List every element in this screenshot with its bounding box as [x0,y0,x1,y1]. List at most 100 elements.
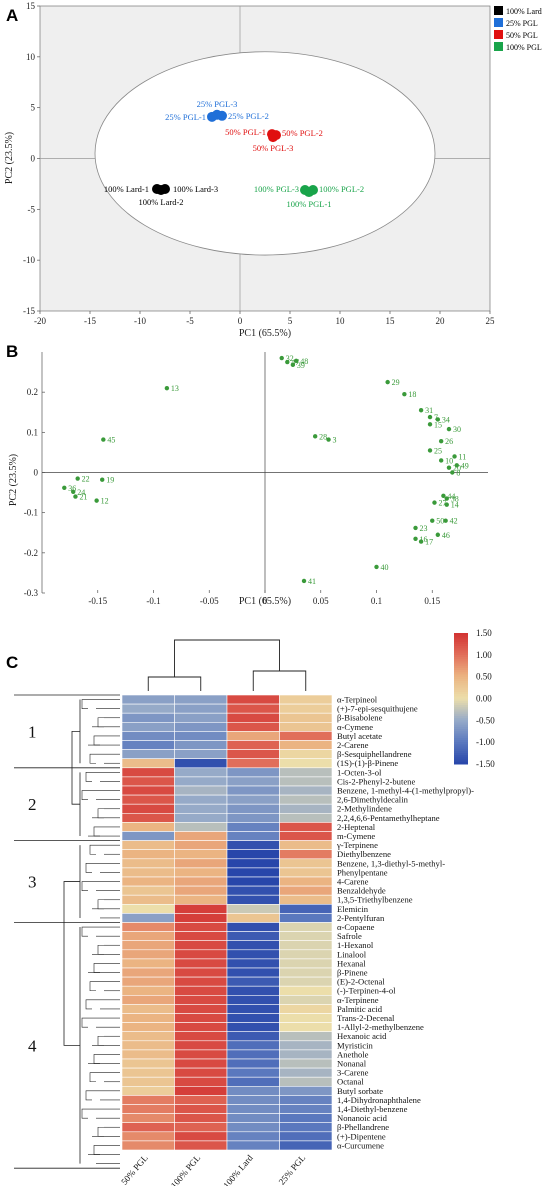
colorbar-tick-label: -1.50 [476,759,495,769]
panel-label-b: B [6,342,18,361]
heatmap-cell [279,967,333,978]
heatmap-cell [121,885,175,896]
row-dendrogram-branch [97,1126,104,1137]
heatmap-cell [174,931,228,942]
row-label: β-Phellandrene [337,1122,389,1132]
heatmap-cell [121,803,175,814]
loading-point [432,500,437,505]
heatmap-cell [174,958,228,969]
row-label: Benzene, 1,3-diethyl-5-methyl- [337,858,445,868]
colorbar-segment [454,691,468,695]
row-label: Nonanal [337,1059,367,1069]
heatmap-cell [174,758,228,769]
loading-point [430,518,435,523]
loading-label: 23 [420,524,428,533]
y-tick-label: 0 [34,468,39,478]
loading-label: 44 [447,492,455,501]
column-dendrogram-branch [174,639,280,677]
heatmap-cell [121,740,175,750]
loading-point [450,470,455,475]
heatmap-cell [226,803,280,814]
row-dendrogram-branch [63,881,80,1046]
x-tick-label: -0.15 [88,596,107,606]
heatmap-cell [121,876,175,887]
x-tick-label: 25 [486,316,496,326]
heatmap-cell [279,867,333,878]
loading-label: 34 [442,415,450,424]
y-tick-label: -10 [23,255,35,265]
row-label: Octanal [337,1077,364,1087]
heatmap-cell [226,894,280,905]
colorbar-segment [454,676,468,680]
panel-label-c: C [6,653,18,672]
row-label: Trans-2-Decenal [337,1013,395,1023]
heatmap-cell [121,722,175,732]
colorbar-segment [454,698,468,702]
x-tick-label: -20 [34,316,46,326]
loading-point [62,485,67,490]
row-label: Myristicin [337,1040,374,1050]
y-tick-label: 0 [31,154,36,164]
heatmap-cell [279,931,333,942]
heatmap-cell [279,1013,333,1023]
heatmap-cell [226,885,280,896]
heatmap-cell [226,876,280,887]
row-label: Cis-2-Phenyl-2-butene [337,776,415,786]
colorbar-segment [454,761,468,765]
heatmap-cell [279,767,333,778]
loading-point [443,518,448,523]
colorbar-segment [454,711,468,715]
legend-swatch [494,42,503,51]
heatmap-cell [174,949,228,960]
row-label: α-Cymene [337,722,373,732]
heatmap-cell [279,703,333,714]
loading-point [100,477,105,482]
x-tick-label: -15 [84,316,96,326]
y-axis-label: PC2 (23.5%) [8,454,19,506]
point-label: 50% PGL-2 [282,128,323,138]
row-label: Benzene, 1-methyl-4-(1-methylpropyl)- [337,786,474,796]
heatmap-cell [226,1067,280,1078]
loading-point [164,385,170,391]
y-tick-label: -0.1 [24,508,38,518]
heatmap-cell [226,913,280,923]
x-tick-label: 5 [288,316,293,326]
row-label: Hexanoic acid [337,1031,387,1041]
heatmap-cell [174,1067,228,1078]
loading-label: 14 [451,501,459,510]
colorbar-segment [454,674,468,678]
heatmap-cell [121,749,175,760]
heatmap-cell [279,694,333,705]
row-label: Safrole [337,931,362,941]
heatmap-cell [121,940,175,951]
row-label: 1-Allyl-2-methylbenzene [337,1022,424,1032]
heatmap-cell [226,1095,280,1105]
heatmap-cell [174,694,228,705]
heatmap-cell [226,958,280,969]
heatmap-cell [279,858,333,869]
heatmap-cell [121,1140,175,1151]
colorbar-segment [454,639,468,643]
row-label: Phenylpentane [337,867,388,877]
heatmap-cell [279,813,333,823]
heatmap-cell [121,703,175,714]
loading-point [444,496,449,501]
row-dendrogram-branch [89,753,96,764]
heatmap-cell [174,849,228,860]
row-label: Elemicin [337,904,369,914]
heatmap-cell [226,1113,280,1124]
colorbar-segment [454,718,468,721]
heatmap-cell [279,985,333,996]
x-tick-label: 10 [336,316,346,326]
loading-point [413,536,418,541]
heatmap-cell [279,740,333,750]
colorbar-segment [454,742,468,745]
heatmap-cell [121,1095,175,1105]
x-tick-label: -0.1 [146,596,160,606]
colorbar-segment [454,637,468,641]
loading-point [418,408,424,413]
heatmap-cell [121,976,175,987]
heatmap-cell [279,1022,333,1033]
loading-point [413,525,418,531]
heatmap-cell [226,967,280,978]
